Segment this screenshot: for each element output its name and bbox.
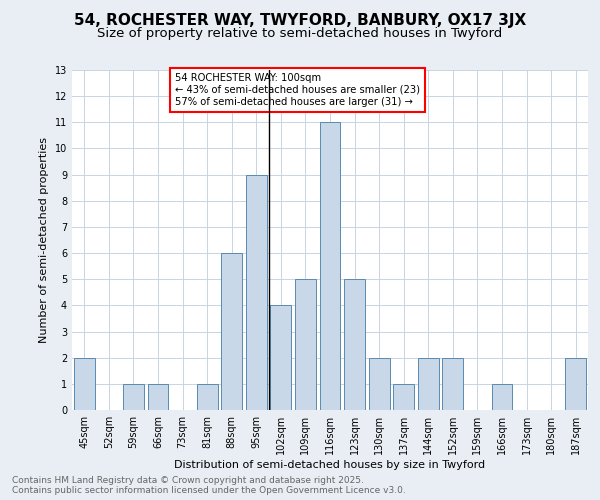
Text: Contains public sector information licensed under the Open Government Licence v3: Contains public sector information licen… [12, 486, 406, 495]
Bar [344, 279, 365, 410]
Bar [246, 174, 267, 410]
Bar [197, 384, 218, 410]
Bar [295, 279, 316, 410]
Text: 54, ROCHESTER WAY, TWYFORD, BANBURY, OX17 3JX: 54, ROCHESTER WAY, TWYFORD, BANBURY, OX1… [74, 12, 526, 28]
Bar [393, 384, 414, 410]
Y-axis label: Number of semi-detached properties: Number of semi-detached properties [39, 137, 49, 343]
Bar [320, 122, 340, 410]
Bar [221, 253, 242, 410]
Bar [271, 306, 292, 410]
Text: Contains HM Land Registry data © Crown copyright and database right 2025.: Contains HM Land Registry data © Crown c… [12, 476, 364, 485]
Bar [368, 358, 389, 410]
Bar [148, 384, 169, 410]
Bar [565, 358, 586, 410]
Bar [74, 358, 95, 410]
Bar [491, 384, 512, 410]
X-axis label: Distribution of semi-detached houses by size in Twyford: Distribution of semi-detached houses by … [175, 460, 485, 470]
Bar [123, 384, 144, 410]
Bar [418, 358, 439, 410]
Text: 54 ROCHESTER WAY: 100sqm
← 43% of semi-detached houses are smaller (23)
57% of s: 54 ROCHESTER WAY: 100sqm ← 43% of semi-d… [175, 74, 420, 106]
Text: Size of property relative to semi-detached houses in Twyford: Size of property relative to semi-detach… [97, 28, 503, 40]
Bar [442, 358, 463, 410]
